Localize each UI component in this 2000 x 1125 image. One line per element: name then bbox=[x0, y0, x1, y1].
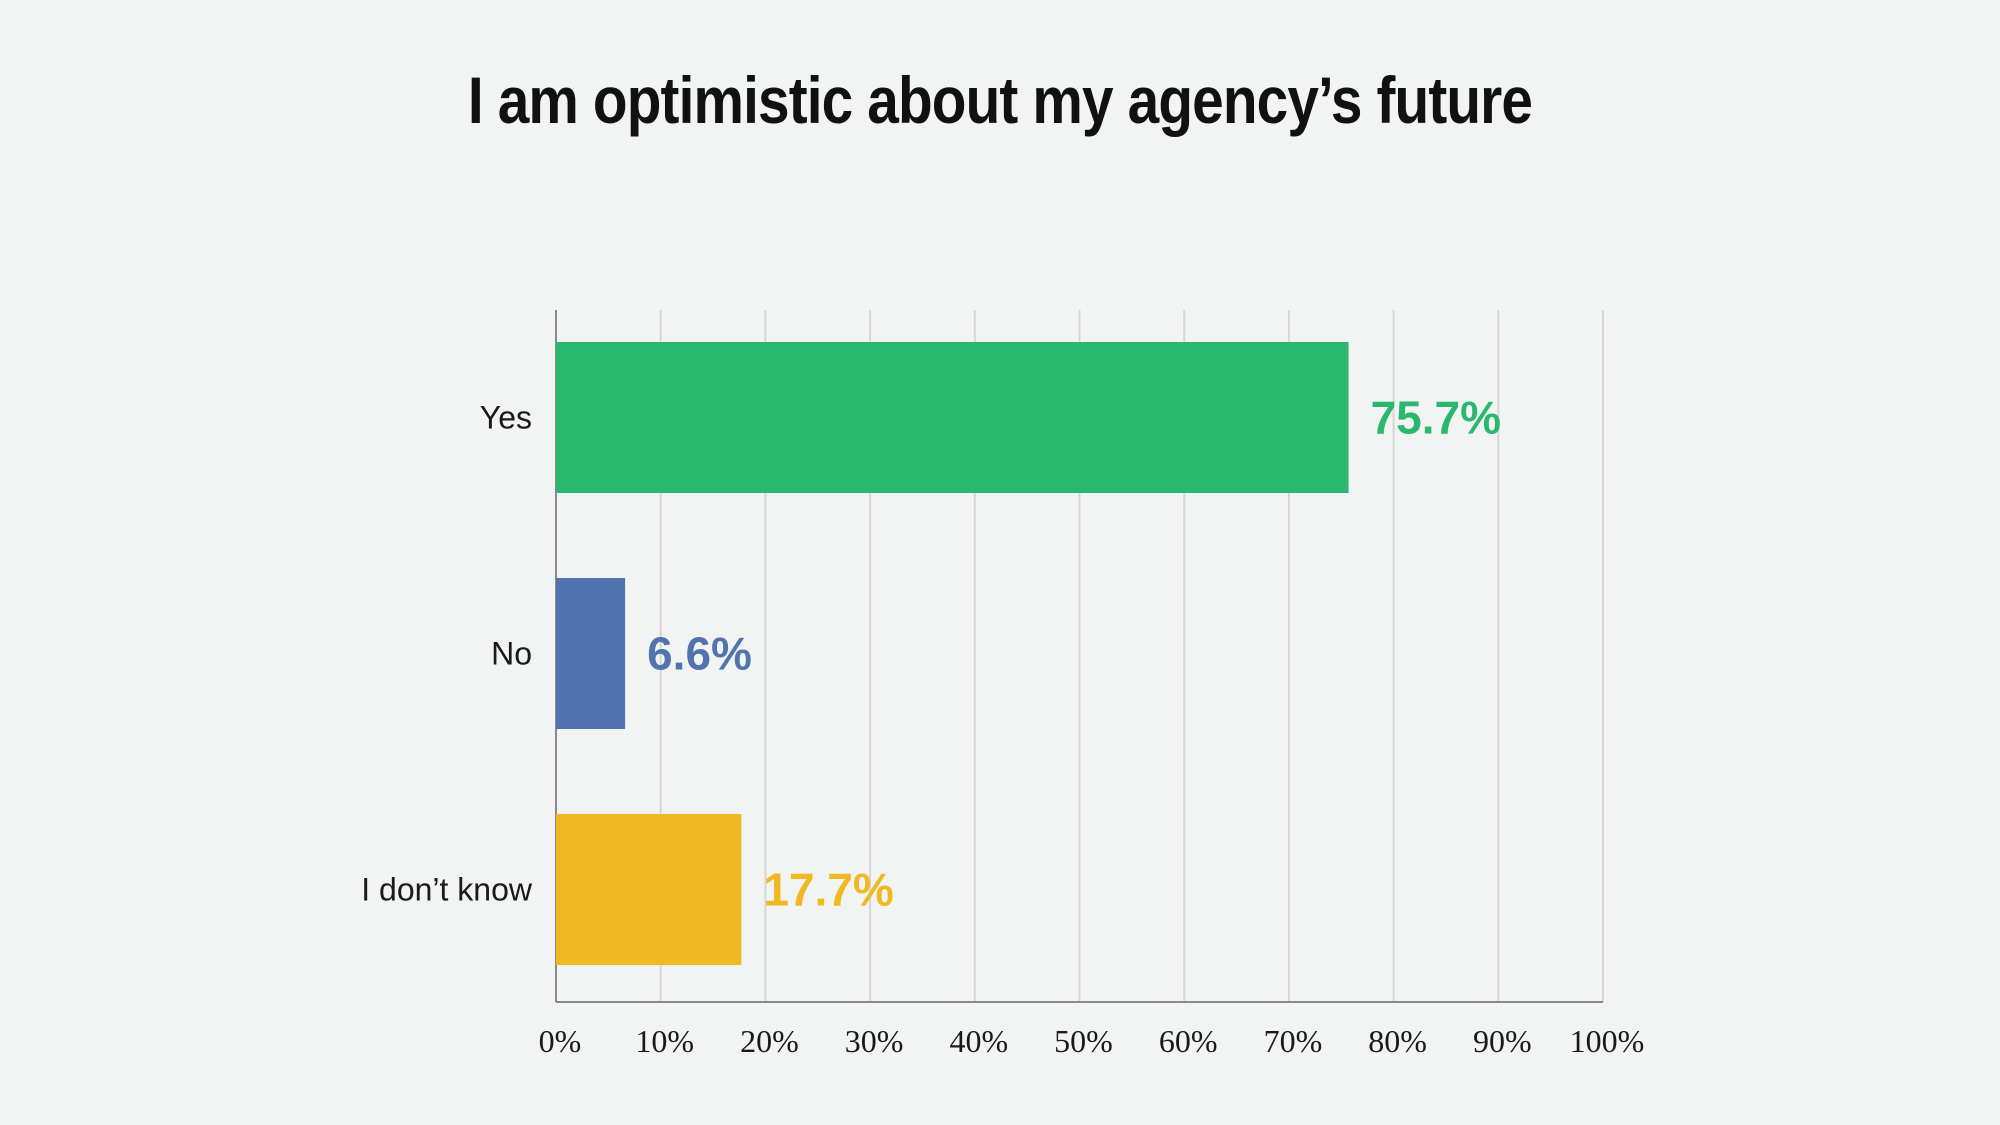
bar bbox=[556, 814, 742, 965]
chart-title: I am optimistic about my agency’s future bbox=[467, 63, 1533, 137]
category-label: Yes bbox=[480, 400, 532, 436]
x-tick-label: 50% bbox=[1054, 1023, 1113, 1059]
x-tick-label: 10% bbox=[635, 1023, 694, 1059]
data-label: 6.6% bbox=[647, 628, 752, 680]
x-tick-label: 70% bbox=[1264, 1023, 1323, 1059]
bar bbox=[556, 342, 1349, 493]
x-tick-label: 100% bbox=[1570, 1023, 1645, 1059]
data-label: 17.7% bbox=[763, 864, 893, 916]
x-tick-label: 40% bbox=[949, 1023, 1008, 1059]
x-tick-label: 0% bbox=[539, 1023, 582, 1059]
category-label: No bbox=[491, 636, 532, 672]
x-tick-label: 20% bbox=[740, 1023, 799, 1059]
category-label: I don’t know bbox=[361, 872, 533, 908]
x-tick-label: 60% bbox=[1159, 1023, 1218, 1059]
bar bbox=[556, 578, 626, 729]
data-label: 75.7% bbox=[1371, 392, 1501, 444]
x-tick-label: 90% bbox=[1473, 1023, 1532, 1059]
x-tick-label: 80% bbox=[1368, 1023, 1427, 1059]
x-tick-label: 30% bbox=[845, 1023, 904, 1059]
